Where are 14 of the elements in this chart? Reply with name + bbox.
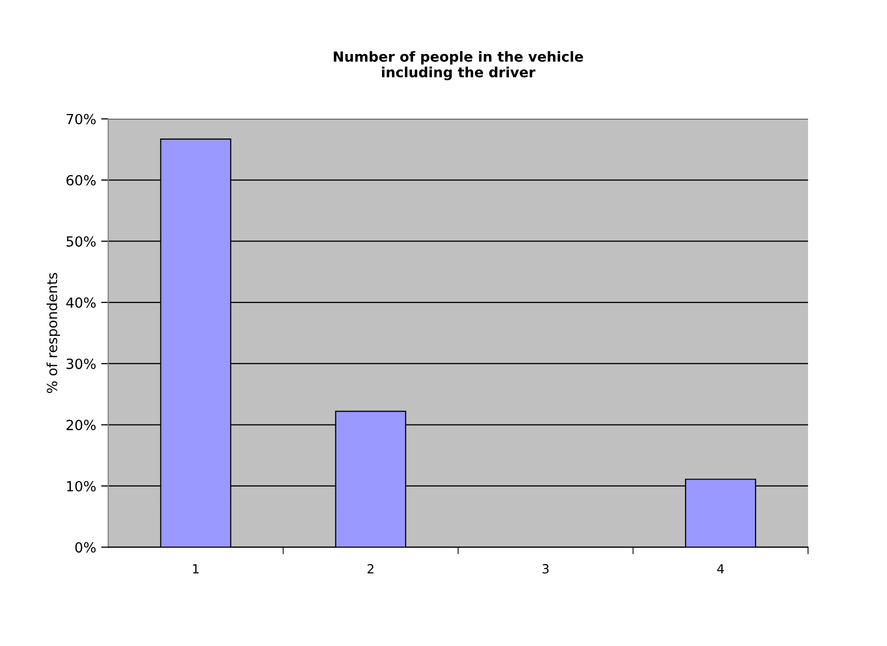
x-tick-label: 2: [368, 564, 374, 574]
x-tick-label: 4: [717, 564, 724, 574]
y-tick-label: 20%: [66, 420, 96, 430]
x-tick-label: 3: [542, 564, 549, 574]
y-tick-label: 30%: [66, 358, 96, 370]
y-tick-label: 60%: [66, 175, 96, 186]
x-tick-label: 1: [193, 564, 199, 574]
y-tick-label: 50%: [66, 236, 96, 247]
y-tick-label: 40%: [66, 297, 96, 308]
y-tick-label: 10%: [67, 480, 96, 492]
y-tick-label: 0%: [75, 542, 96, 553]
y-tick-label: 70%: [66, 114, 96, 124]
chart-title: Number of people in the vehicle including the driver: [334, 51, 584, 80]
y-axis-title: % of respondents: [46, 272, 60, 394]
